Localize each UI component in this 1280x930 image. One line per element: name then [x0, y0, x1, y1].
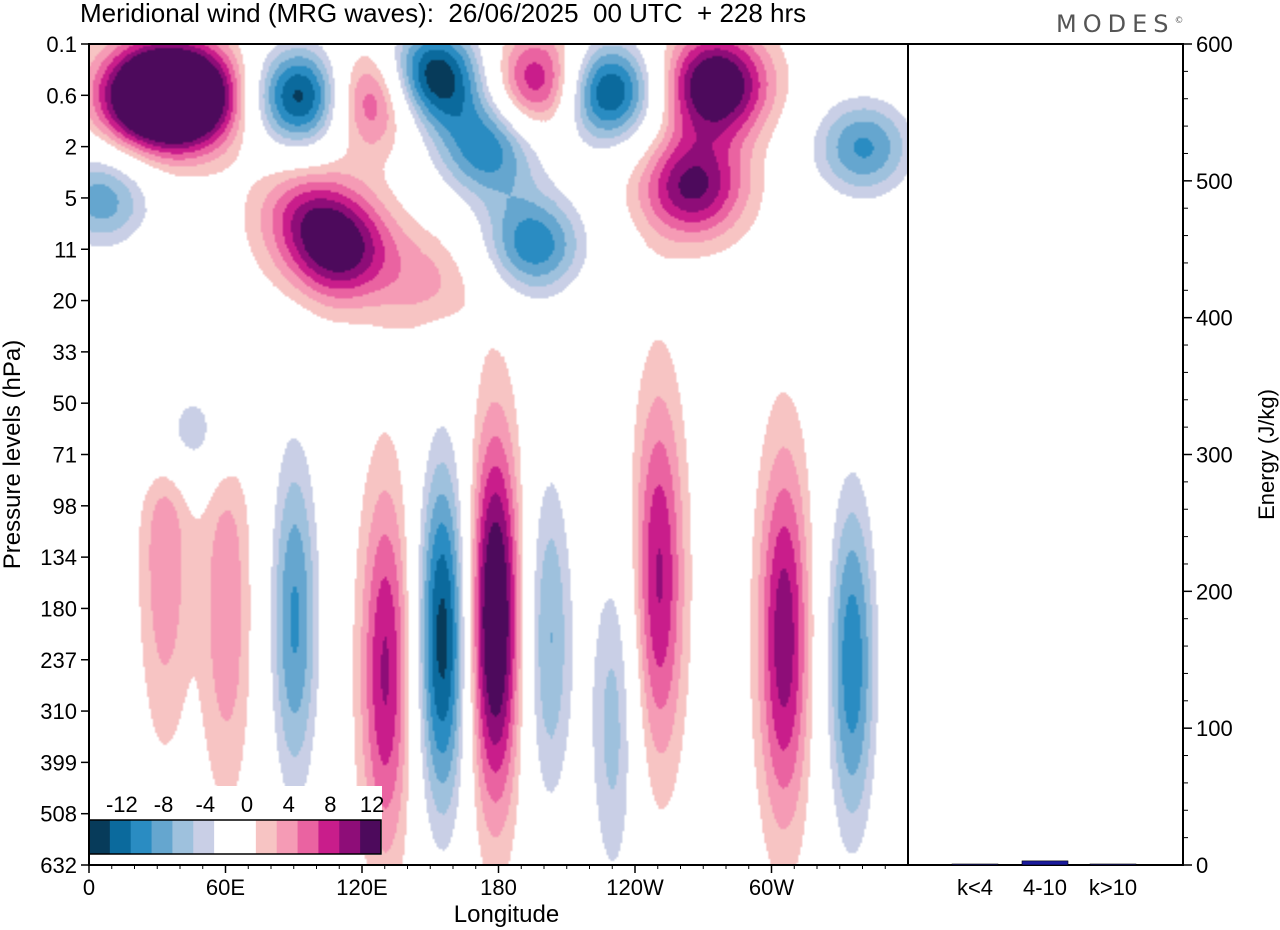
- colorbar-label: -8: [154, 792, 174, 817]
- y-tick-label: 11: [54, 237, 77, 262]
- energy-tick-label: 300: [1196, 443, 1233, 468]
- energy-category-label: k<4: [957, 875, 993, 900]
- y-tick-label: 508: [40, 802, 77, 827]
- y-tick-label: 0.6: [46, 83, 77, 108]
- colorbar-swatch: [109, 820, 132, 854]
- colorbar-swatch: [193, 820, 215, 854]
- colorbar-swatch: [255, 820, 278, 854]
- energy-axis-label: Energy (J/kg): [1254, 389, 1279, 520]
- y-tick-label: 20: [53, 289, 77, 314]
- energy-axes: 0 100 200 300 400 500 600 Energy (J/kg) k<4 4-10 k…: [907, 32, 1279, 900]
- y-tick-label: 98: [53, 494, 77, 519]
- colorbar-swatch: [235, 820, 257, 854]
- energy-tick-label: 0: [1196, 853, 1208, 878]
- colorbar-swatch: [151, 820, 173, 854]
- energy-tick-label: 500: [1196, 169, 1233, 194]
- energy-category-label: 4-10: [1023, 875, 1067, 900]
- energy-bar: [1089, 863, 1137, 866]
- energy-frame: [907, 43, 1184, 866]
- y-tick-label: 399: [40, 750, 77, 775]
- energy-tick-label: 600: [1196, 32, 1233, 57]
- colorbar-label: 4: [283, 792, 295, 817]
- colorbar-swatch: [318, 820, 340, 854]
- colorbar-swatch: [214, 820, 236, 854]
- y-tick-label: 71: [53, 443, 77, 468]
- colorbar-swatch: [276, 820, 299, 854]
- y-tick-label: 2: [65, 135, 77, 160]
- colorbar-label: -12: [106, 792, 138, 817]
- wind-contours: [89, 44, 908, 865]
- colorbar: -12 -8 -4 0 4 8 12: [88, 786, 384, 855]
- colorbar-label: 0: [241, 792, 253, 817]
- colorbar-label: 8: [324, 792, 336, 817]
- chart-title: Meridional wind (MRG waves): 26/06/2025 …: [80, 0, 807, 28]
- x-tick-label: 0: [83, 875, 95, 900]
- colorbar-label: 12: [360, 792, 384, 817]
- energy-category-label: k>10: [1089, 875, 1137, 900]
- colorbar-label: -4: [196, 792, 216, 817]
- x-axis-label: Longitude: [454, 901, 559, 928]
- y-tick-label: 33: [53, 340, 77, 365]
- y-tick-label: 632: [40, 853, 77, 878]
- y-tick-label: 5: [65, 186, 77, 211]
- energy-bar: [951, 863, 999, 866]
- energy-tick-label: 400: [1196, 306, 1233, 331]
- y-tick-label: 0.1: [46, 32, 77, 57]
- colorbar-swatch: [339, 820, 361, 854]
- contour-field: [89, 44, 908, 865]
- y-tick-label: 50: [53, 391, 77, 416]
- modes-logo: MODES©: [1056, 10, 1184, 38]
- colorbar-swatch: [297, 820, 319, 854]
- energy-tick-label: 200: [1196, 579, 1233, 604]
- x-tick-label: 60E: [206, 875, 245, 900]
- x-tick-label: 120W: [606, 875, 664, 900]
- y-tick-label: 310: [40, 699, 77, 724]
- energy-bar: [1021, 860, 1069, 866]
- y-axis-label: Pressure levels (hPa): [0, 340, 26, 569]
- x-tick-label: 60W: [749, 875, 794, 900]
- colorbar-swatch: [360, 820, 382, 854]
- main-axes: 0.1 0.6 2 5 11 20 33 50 71 98 134 180 237 310 399 508 63…: [0, 32, 909, 928]
- x-tick-label: 180: [480, 875, 517, 900]
- x-tick-label: 120E: [336, 875, 387, 900]
- y-tick-label: 237: [40, 648, 77, 673]
- colorbar-swatch: [172, 820, 194, 854]
- y-tick-label: 134: [40, 545, 77, 570]
- colorbar-swatch: [89, 820, 111, 854]
- y-tick-label: 180: [40, 596, 77, 621]
- colorbar-swatch: [130, 820, 153, 854]
- energy-tick-label: 100: [1196, 716, 1233, 741]
